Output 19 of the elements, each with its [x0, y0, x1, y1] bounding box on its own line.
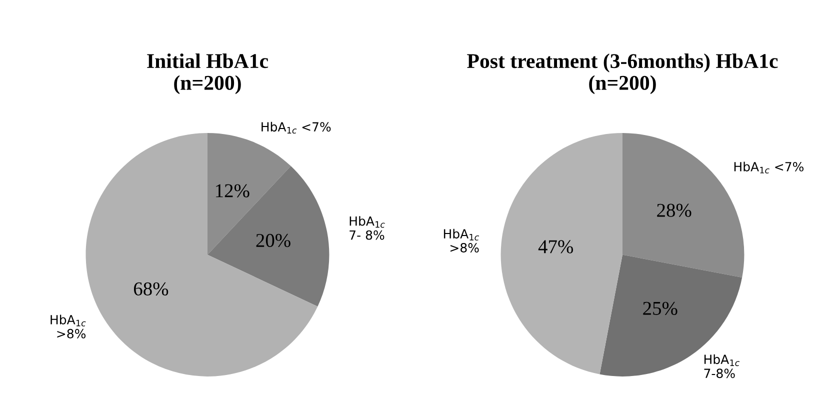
chart-title: Initial HbA1c (n=200) [147, 53, 268, 94]
data-label: 28% [657, 204, 692, 217]
slice-label: HbA$_{1c}$ 7- 8% [350, 216, 385, 240]
data-label: 68% [134, 282, 168, 296]
slice-label: HbA$_{1c}$ 7-8% [704, 354, 740, 378]
slice-label: HbA$_{1c}$ >8% [50, 314, 86, 338]
data-label: 20% [256, 234, 290, 248]
chart-title: Post treatment (3-6months) HbA1c (n=200) [467, 53, 778, 94]
pie-slice [86, 132, 318, 376]
slice-label: HbA$_{1c}$ >8% [444, 228, 480, 252]
data-label: 47% [538, 240, 573, 254]
data-label: 12% [216, 184, 250, 198]
pie-slice [208, 132, 291, 255]
slice-label: HbA$_{1c}$ <7% [262, 122, 331, 134]
pie-slice [208, 166, 330, 307]
slice-label: HbA$_{1c}$ <7% [734, 162, 804, 174]
pie-slice [500, 132, 622, 374]
pie-slice [600, 254, 742, 376]
data-label: 25% [643, 302, 678, 316]
